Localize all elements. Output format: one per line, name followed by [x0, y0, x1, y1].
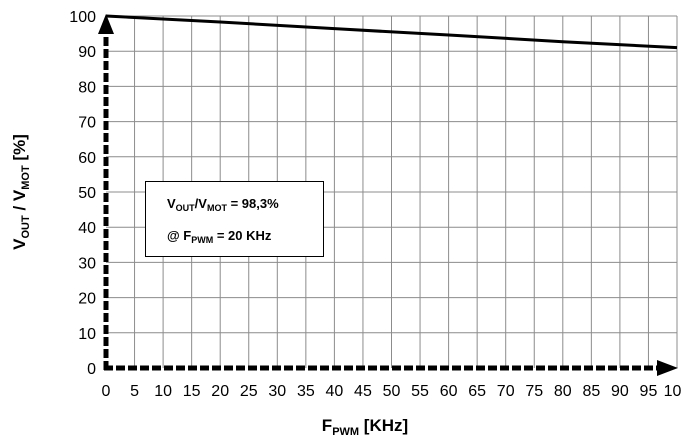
- x-tick-label: 10: [154, 383, 172, 400]
- y-axis-title-part: [%]: [10, 134, 29, 165]
- x-tick-label: 70: [497, 383, 515, 400]
- x-axis-title-main: F: [322, 416, 332, 435]
- y-axis-title-part: V: [10, 238, 29, 250]
- x-tick-label: 55: [411, 383, 429, 400]
- x-tick-label: 45: [354, 383, 372, 400]
- x-tick-label: 95: [640, 383, 658, 400]
- x-tick-label: 75: [525, 383, 543, 400]
- x-tick-label: 20: [211, 383, 229, 400]
- x-tick-label: 60: [440, 383, 458, 400]
- annotation-line-2-part: = 20 KHz: [213, 228, 272, 243]
- y-axis-title-part: MOT: [20, 165, 32, 190]
- axis-titles: FPWM [KHz]VOUT / VMOT [%]: [10, 134, 408, 438]
- annotation-line-1-part: = 98,3%: [227, 196, 279, 211]
- axes: [98, 14, 678, 376]
- x-tick-label: 30: [268, 383, 286, 400]
- y-axis-title: VOUT / VMOT [%]: [10, 134, 32, 250]
- y-tick-label: 40: [78, 220, 96, 237]
- x-tick-label: 0: [102, 383, 111, 400]
- annotation-line-1-part: MOT: [207, 203, 227, 213]
- x-axis-title-unit: [KHz]: [359, 416, 408, 435]
- x-tick-label: 90: [611, 383, 629, 400]
- y-tick-label: 50: [78, 185, 96, 202]
- x-tick-label: 35: [297, 383, 315, 400]
- annotation-line-1: VOUT/VMOT = 98,3%: [167, 196, 279, 213]
- x-axis-arrow: [657, 360, 678, 376]
- annotation-line-1-part: V: [167, 196, 176, 211]
- x-tick-label: 15: [183, 383, 201, 400]
- annotation-line-2-part: PWM: [191, 235, 213, 245]
- y-axis-title-part: OUT: [20, 215, 32, 239]
- series-layer: [105, 14, 678, 50]
- x-tick-label: 5: [130, 383, 139, 400]
- y-tick-label: 60: [78, 150, 96, 167]
- y-axis-title-part: / V: [10, 189, 29, 215]
- y-tick-label: 90: [78, 44, 96, 61]
- annotation-line-2-part: @ F: [167, 228, 191, 243]
- annotation-line-1-part: /V: [195, 196, 208, 211]
- y-tick-label: 80: [78, 79, 96, 96]
- series-line: [105, 14, 678, 50]
- y-axis-arrow: [98, 14, 114, 34]
- x-tick-label: 40: [326, 383, 344, 400]
- x-axis-title: FPWM [KHz]: [322, 416, 408, 438]
- y-tick-label: 70: [78, 115, 96, 132]
- grid: [106, 15, 678, 368]
- y-tick-label: 20: [78, 291, 96, 308]
- x-tick-label: 100: [664, 383, 681, 400]
- tick-labels: 0 5 10 15 20 25 30 35 40 45 50 55 60 65 70 75 80 85 90 95 10…: [69, 9, 681, 400]
- x-tick-label: 50: [383, 383, 401, 400]
- annotation: VOUT/VMOT = 98,3% @ FPWM = 20 KHz: [145, 181, 324, 257]
- x-tick-label: 65: [468, 383, 486, 400]
- y-tick-label: 0: [87, 361, 96, 378]
- x-tick-label: 25: [240, 383, 258, 400]
- annotation-box: [145, 181, 324, 257]
- x-tick-label: 85: [582, 383, 600, 400]
- x-axis-title-sub: PWM: [332, 426, 359, 438]
- annotation-line-2: @ FPWM = 20 KHz: [167, 228, 272, 245]
- y-tick-label: 10: [78, 326, 96, 343]
- y-tick-label: 100: [69, 9, 96, 26]
- x-tick-label: 80: [554, 383, 572, 400]
- annotation-line-1-part: OUT: [176, 203, 196, 213]
- y-tick-label: 30: [78, 255, 96, 272]
